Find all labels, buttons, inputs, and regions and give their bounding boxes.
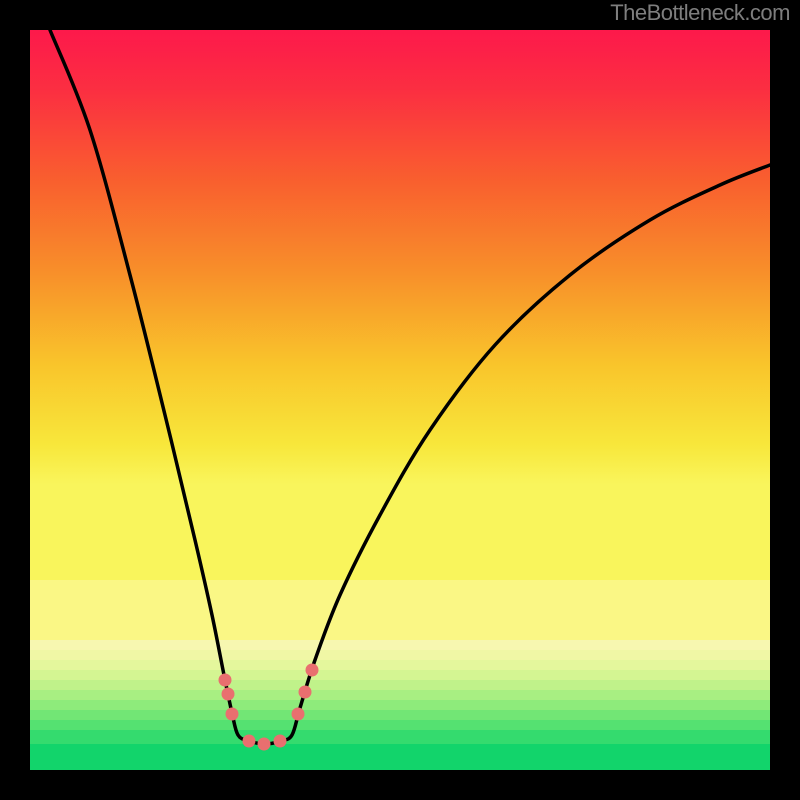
chart-svg — [0, 0, 800, 800]
plot-area — [30, 30, 770, 770]
chart-canvas: TheBottleneck.com — [0, 0, 800, 800]
watermark-text: TheBottleneck.com — [610, 0, 790, 26]
